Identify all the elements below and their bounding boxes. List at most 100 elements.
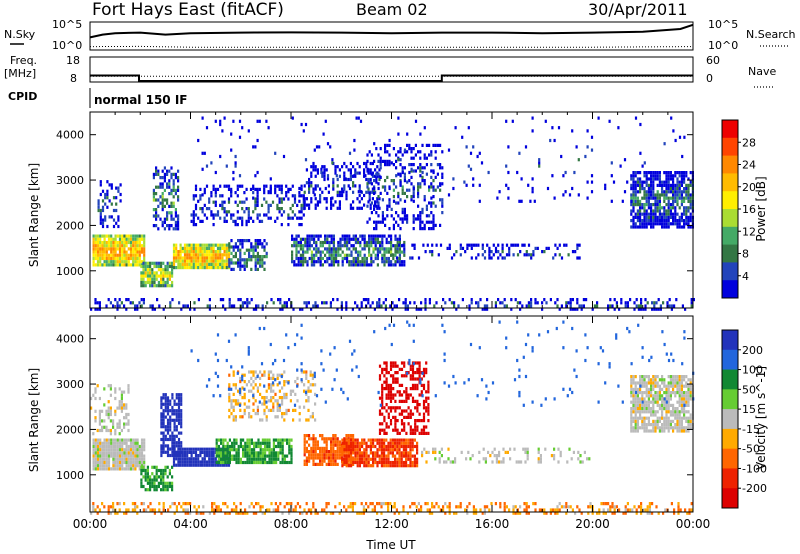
- data-cell: [659, 304, 662, 308]
- data-cell: [645, 199, 648, 203]
- data-cell: [424, 304, 427, 308]
- data-cell: [192, 197, 195, 201]
- data-cell: [152, 188, 155, 192]
- data-cell: [399, 174, 402, 178]
- data-cell: [388, 138, 391, 143]
- data-cell: [411, 364, 415, 368]
- data-cell: [626, 180, 629, 184]
- data-cell: [683, 209, 686, 213]
- data-cell: [687, 190, 690, 194]
- data-cell: [376, 438, 379, 442]
- data-cell: [199, 450, 202, 454]
- data-cell: [166, 475, 169, 479]
- data-cell: [322, 132, 325, 136]
- data-cell: [114, 298, 117, 302]
- data-cell: [267, 216, 270, 220]
- data-cell: [188, 262, 191, 266]
- data-cell: [114, 260, 117, 264]
- data-cell: [254, 376, 257, 380]
- data-cell: [632, 180, 635, 184]
- data-cell: [376, 237, 379, 241]
- data-cell: [352, 206, 355, 210]
- data-cell: [183, 266, 187, 270]
- data-cell: [325, 456, 328, 460]
- data-cell: [252, 248, 255, 252]
- data-cell: [378, 177, 381, 182]
- data-cell: [149, 268, 152, 272]
- data-cell: [636, 225, 639, 229]
- data-cell: [398, 393, 401, 397]
- data-cell: [103, 403, 106, 407]
- data-cell: [280, 191, 283, 195]
- data-cell: [277, 438, 280, 442]
- data-cell: [381, 260, 384, 264]
- data-cell: [323, 440, 326, 444]
- data-cell: [208, 463, 211, 467]
- data-cell: [387, 406, 390, 410]
- data-cell: [409, 438, 412, 442]
- data-cell: [92, 393, 95, 397]
- data-cell: [125, 448, 128, 452]
- data-cell: [166, 284, 169, 288]
- data-cell: [194, 246, 198, 250]
- data-cell: [283, 392, 286, 396]
- data-cell: [228, 396, 231, 400]
- data-cell: [121, 237, 124, 241]
- data-cell: [237, 444, 240, 449]
- data-cell: [110, 202, 113, 206]
- data-cell: [304, 237, 307, 241]
- data-cell: [157, 274, 160, 278]
- data-cell: [212, 223, 215, 227]
- data-cell: [647, 206, 650, 210]
- data-cell: [166, 268, 169, 272]
- data-cell: [377, 201, 380, 205]
- data-cell: [254, 207, 257, 211]
- data-cell: [114, 432, 117, 436]
- data-cell: [310, 256, 313, 261]
- data-cell: [323, 168, 326, 172]
- data-cell: [171, 453, 174, 458]
- data-cell: [285, 191, 288, 195]
- data-cell: [630, 193, 633, 197]
- data-cell: [365, 457, 368, 461]
- data-cell: [359, 190, 363, 194]
- data-cell: [476, 154, 479, 159]
- data-cell: [164, 284, 167, 288]
- data-cell: [241, 304, 244, 308]
- data-cell: [565, 301, 568, 305]
- data-cell: [466, 246, 469, 250]
- data-cell: [432, 214, 435, 218]
- data-cell: [261, 438, 264, 442]
- data-cell: [214, 243, 217, 247]
- data-cell: [103, 464, 106, 468]
- data-cell: [498, 454, 501, 458]
- data-cell: [296, 376, 299, 380]
- data-cell: [115, 208, 118, 213]
- data-cell: [630, 378, 633, 382]
- data-cell: [203, 213, 206, 217]
- data-cell: [345, 454, 348, 458]
- data-cell: [363, 460, 366, 465]
- data-cell: [418, 371, 421, 375]
- data-cell: [367, 190, 370, 194]
- data-cell: [297, 263, 300, 267]
- data-cell: [118, 454, 122, 458]
- freq-tick-top: 18: [66, 54, 80, 67]
- data-cell: [409, 428, 412, 432]
- data-cell: [330, 263, 333, 267]
- data-cell: [383, 361, 386, 365]
- data-cell: [239, 298, 242, 302]
- data-cell: [280, 207, 283, 211]
- data-cell: [639, 180, 642, 184]
- data-cell: [136, 244, 139, 248]
- data-cell: [160, 399, 163, 403]
- data-cell: [439, 243, 443, 247]
- data-cell: [138, 457, 141, 461]
- data-cell: [353, 174, 356, 178]
- data-cell: [669, 174, 672, 178]
- data-cell: [199, 266, 202, 270]
- data-cell: [160, 415, 163, 419]
- data-cell: [501, 256, 504, 260]
- data-cell: [690, 298, 693, 302]
- data-cell: [123, 263, 126, 267]
